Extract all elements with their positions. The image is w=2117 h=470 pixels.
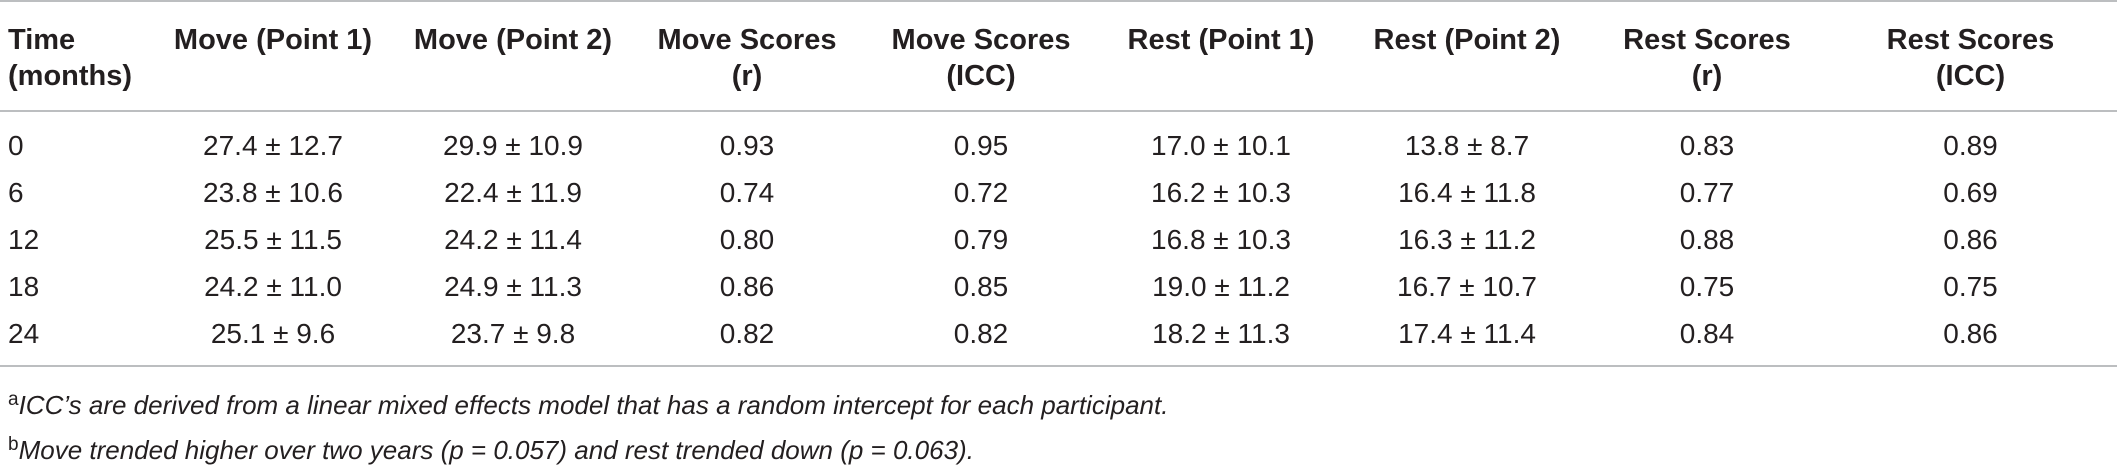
table-cell: 0.86: [1943, 317, 1998, 349]
table-cell: 0.79: [953, 223, 1009, 255]
table-row: 18 24.2 ± 11.0 24.9 ± 11.3 0.86 0.85 19.…: [0, 263, 2117, 310]
header-line: Rest (Point 2): [1373, 24, 1561, 56]
results-table: Time (months) Move (Point 1) Move (Point …: [0, 1, 2117, 366]
header-line: Rest (Point 1): [1127, 24, 1315, 56]
table-cell: 0.74: [719, 176, 775, 208]
header-line: Move Scores: [657, 24, 837, 56]
header-line: Move (Point 2): [413, 24, 613, 56]
table-cell: 0.75: [1679, 270, 1735, 302]
table-footnotes: aICC’s are derived from a linear mixed e…: [8, 380, 1168, 470]
header-line: Rest Scores: [1886, 24, 2055, 56]
header-line: Rest Scores: [1623, 24, 1791, 56]
table-cell: 19.0 ± 11.2: [1152, 270, 1290, 302]
table-cell: 23.8 ± 10.6: [203, 176, 343, 208]
table-cell: 0.72: [953, 176, 1009, 208]
header-line: (r): [1691, 60, 1723, 92]
table-cell: 16.7 ± 10.7: [1397, 270, 1537, 302]
data-table-container: Time (months) Move (Point 1) Move (Point …: [0, 1, 2117, 366]
table-cell: 0.85: [953, 270, 1009, 302]
table-cell: 6: [8, 176, 24, 208]
table-cell: 23.7 ± 9.8: [450, 317, 576, 349]
table-cell: 13.8 ± 8.7: [1404, 129, 1530, 161]
table-cell: 16.4 ± 11.8: [1398, 176, 1536, 208]
footnote-b: bMove trended higher over two years (p =…: [8, 425, 1168, 470]
table-cell: 24: [8, 317, 40, 349]
table-cell: 16.8 ± 10.3: [1151, 223, 1291, 255]
header-row: Time (months) Move (Point 1) Move (Point …: [0, 1, 2117, 111]
table-cell: 24.2 ± 11.0: [204, 270, 342, 302]
header-move-point-2: Move (Point 2): [396, 1, 630, 111]
table-cell: 0.86: [719, 270, 775, 302]
table-cell: 0.82: [953, 317, 1009, 349]
table-cell: 25.1 ± 9.6: [210, 317, 336, 349]
footnote-text: ICC’s are derived from a linear mixed ef…: [18, 390, 1169, 420]
table-cell: 24.9 ± 11.3: [444, 270, 582, 302]
header-line: (ICC): [1935, 60, 2006, 92]
table-body: 0 27.4 ± 12.7 29.9 ± 10.9 0.93 0.95 17.0…: [0, 111, 2117, 366]
header-move-scores-icc: Move Scores (ICC): [864, 1, 1098, 111]
header-move-scores-r: Move Scores (r): [630, 1, 864, 111]
header-time: Time (months): [0, 1, 150, 111]
table-row: 24 25.1 ± 9.6 23.7 ± 9.8 0.82 0.82 18.2 …: [0, 310, 2117, 366]
table-cell: 22.4 ± 11.9: [444, 176, 582, 208]
table-cell: 0.95: [953, 129, 1009, 161]
table-cell: 17.0 ± 10.1: [1151, 129, 1291, 161]
table-cell: 0.80: [719, 223, 775, 255]
header-rest-point-2: Rest (Point 2): [1344, 1, 1590, 111]
header-move-point-1: Move (Point 1): [150, 1, 396, 111]
table-row: 0 27.4 ± 12.7 29.9 ± 10.9 0.93 0.95 17.0…: [0, 111, 2117, 169]
header-line: (months): [8, 60, 133, 92]
footnote-a: aICC’s are derived from a linear mixed e…: [8, 380, 1168, 425]
header-line: Time: [8, 24, 76, 56]
table-cell: 0: [8, 129, 24, 161]
header-line: (r): [731, 60, 763, 92]
footnote-text: Move trended higher over two years (p = …: [18, 435, 974, 465]
table-cell: 12: [8, 223, 40, 255]
table-cell: 25.5 ± 11.5: [204, 223, 342, 255]
table-cell: 0.83: [1679, 129, 1735, 161]
header-rest-scores-icc: Rest Scores (ICC): [1824, 1, 2117, 111]
table-cell: 17.4 ± 11.4: [1398, 317, 1536, 349]
header-rest-scores-r: Rest Scores (r): [1590, 1, 1824, 111]
header-line: Move Scores: [891, 24, 1071, 56]
footnote-marker: b: [8, 434, 19, 455]
footnote-marker: a: [8, 389, 19, 410]
table-cell: 0.88: [1679, 223, 1735, 255]
table-cell: 0.84: [1679, 317, 1735, 349]
header-line: (ICC): [946, 60, 1016, 92]
table-cell: 0.89: [1943, 129, 1998, 161]
table-cell: 24.2 ± 11.4: [444, 223, 582, 255]
table-header: Time (months) Move (Point 1) Move (Point …: [0, 1, 2117, 111]
table-row: 6 23.8 ± 10.6 22.4 ± 11.9 0.74 0.72 16.2…: [0, 169, 2117, 216]
table-row: 12 25.5 ± 11.5 24.2 ± 11.4 0.80 0.79 16.…: [0, 216, 2117, 263]
header-rest-point-1: Rest (Point 1): [1098, 1, 1344, 111]
table-cell: 0.75: [1943, 270, 1998, 302]
table-cell: 0.93: [719, 129, 775, 161]
table-cell: 18.2 ± 11.3: [1152, 317, 1290, 349]
table-cell: 0.86: [1943, 223, 1998, 255]
header-line: Move (Point 1): [173, 24, 373, 56]
table-cell: 0.69: [1943, 176, 1998, 208]
table-cell: 16.2 ± 10.3: [1151, 176, 1291, 208]
table-cell: 16.3 ± 11.2: [1398, 223, 1536, 255]
table-cell: 0.82: [719, 317, 775, 349]
table-cell: 18: [8, 270, 40, 302]
table-cell: 27.4 ± 12.7: [203, 129, 343, 161]
table-cell: 0.77: [1679, 176, 1735, 208]
table-cell: 29.9 ± 10.9: [443, 129, 583, 161]
